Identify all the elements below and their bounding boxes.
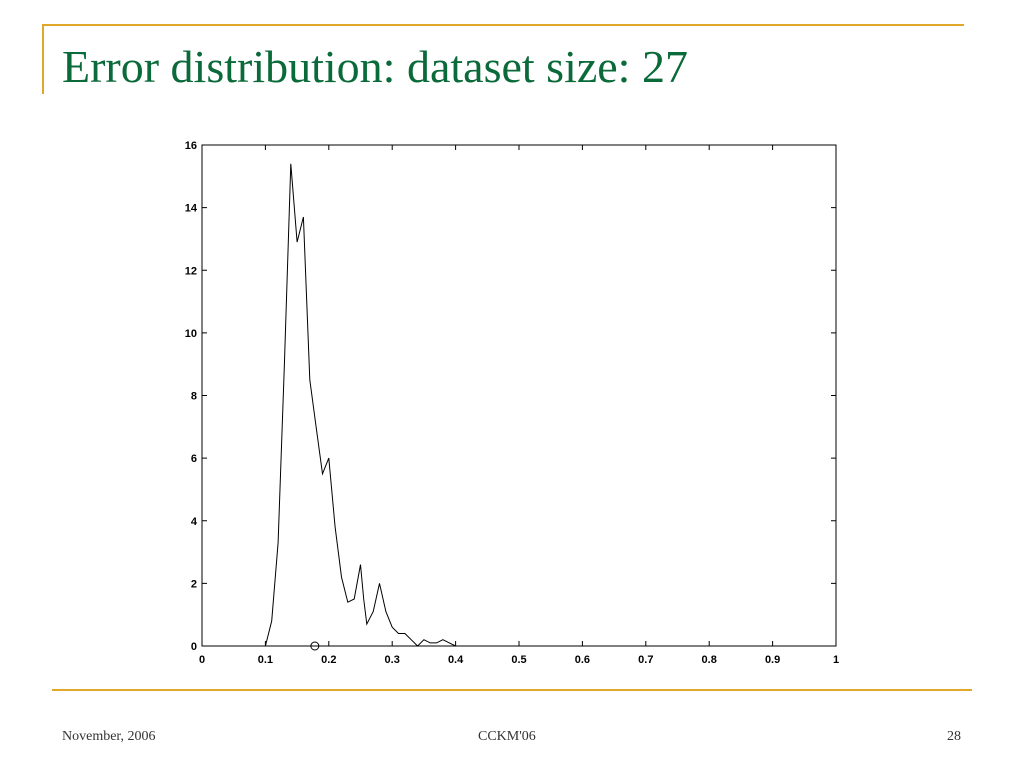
y-tick-label: 16 xyxy=(185,140,197,152)
x-tick-label: 0.3 xyxy=(385,654,400,666)
y-tick-label: 6 xyxy=(191,453,197,465)
footer-conference: CCKM'06 xyxy=(478,729,536,744)
x-tick-label: 0.5 xyxy=(511,654,526,666)
error-distribution-line xyxy=(202,163,836,647)
y-tick-label: 0 xyxy=(191,641,197,653)
x-tick-label: 0.7 xyxy=(638,654,653,666)
x-tick-label: 0.1 xyxy=(258,654,273,666)
y-tick-label: 8 xyxy=(191,391,197,403)
x-tick-label: 0.9 xyxy=(765,654,780,666)
y-tick-label: 10 xyxy=(185,328,197,340)
slide-number: 28 xyxy=(947,729,961,744)
x-tick-label: 0 xyxy=(199,654,205,666)
y-tick-label: 4 xyxy=(191,516,198,528)
footer-date: November, 2006 xyxy=(62,729,156,744)
y-tick-label: 12 xyxy=(185,265,197,277)
footer-rule xyxy=(52,689,972,691)
plot-frame xyxy=(201,144,837,647)
page-title: Error distribution: dataset size: 27 xyxy=(62,41,688,92)
x-tick-label: 0.2 xyxy=(321,654,336,666)
error-distribution-chart: 0 0.1 0.2 0.3 0.4 0.5 0.6 0.7 0.8 0.9 102468101214… xyxy=(185,140,839,666)
title-top-rule xyxy=(42,24,964,26)
y-tick-label: 2 xyxy=(191,578,197,590)
marker-point xyxy=(310,641,320,651)
y-tick-label: 14 xyxy=(185,203,198,215)
x-tick-label: 1 xyxy=(833,654,839,666)
x-tick-label: 0.8 xyxy=(702,654,717,666)
x-tick-label: 0.6 xyxy=(575,654,590,666)
x-tick-label: 0.4 xyxy=(448,654,464,666)
title-left-rule xyxy=(42,24,44,94)
